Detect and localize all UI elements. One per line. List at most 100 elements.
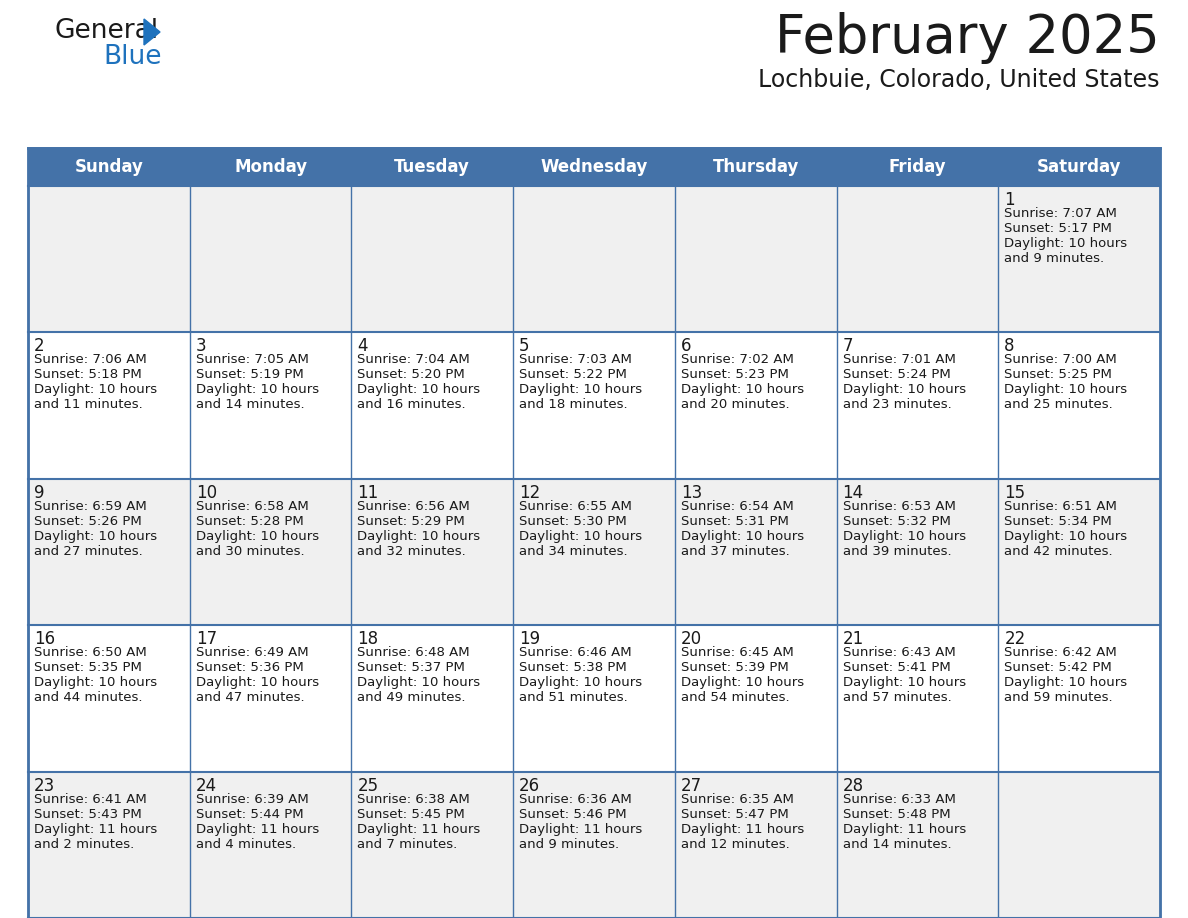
Text: and 37 minutes.: and 37 minutes.: [681, 544, 790, 558]
Text: Sunset: 5:46 PM: Sunset: 5:46 PM: [519, 808, 627, 821]
Bar: [29, 332, 1159, 479]
Text: 7: 7: [842, 338, 853, 355]
Text: Daylight: 10 hours: Daylight: 10 hours: [681, 384, 804, 397]
Text: Daylight: 10 hours: Daylight: 10 hours: [519, 384, 643, 397]
Text: Daylight: 10 hours: Daylight: 10 hours: [681, 677, 804, 689]
Text: 11: 11: [358, 484, 379, 502]
Text: Thursday: Thursday: [713, 158, 798, 176]
Text: Sunset: 5:17 PM: Sunset: 5:17 PM: [1004, 222, 1112, 235]
Text: Sunset: 5:20 PM: Sunset: 5:20 PM: [358, 368, 466, 381]
Text: Blue: Blue: [103, 44, 162, 70]
Text: and 7 minutes.: and 7 minutes.: [358, 837, 457, 851]
Text: and 32 minutes.: and 32 minutes.: [358, 544, 466, 558]
Text: Daylight: 11 hours: Daylight: 11 hours: [681, 823, 804, 835]
Text: Daylight: 10 hours: Daylight: 10 hours: [842, 677, 966, 689]
Bar: [29, 148, 1159, 186]
Text: and 51 minutes.: and 51 minutes.: [519, 691, 628, 704]
Text: Sunset: 5:39 PM: Sunset: 5:39 PM: [681, 661, 789, 674]
Text: and 54 minutes.: and 54 minutes.: [681, 691, 790, 704]
Text: Wednesday: Wednesday: [541, 158, 647, 176]
Text: Sunset: 5:19 PM: Sunset: 5:19 PM: [196, 368, 303, 381]
Text: Saturday: Saturday: [1037, 158, 1121, 176]
Text: Sunrise: 7:03 AM: Sunrise: 7:03 AM: [519, 353, 632, 366]
Bar: [29, 772, 1159, 918]
Text: and 2 minutes.: and 2 minutes.: [34, 837, 134, 851]
Bar: [29, 186, 1159, 332]
Text: Sunrise: 6:51 AM: Sunrise: 6:51 AM: [1004, 499, 1117, 513]
Text: Sunset: 5:32 PM: Sunset: 5:32 PM: [842, 515, 950, 528]
Text: 4: 4: [358, 338, 368, 355]
Text: Sunrise: 6:53 AM: Sunrise: 6:53 AM: [842, 499, 955, 513]
Text: Daylight: 10 hours: Daylight: 10 hours: [1004, 237, 1127, 250]
Text: Daylight: 10 hours: Daylight: 10 hours: [34, 384, 157, 397]
Text: and 30 minutes.: and 30 minutes.: [196, 544, 304, 558]
Text: 28: 28: [842, 777, 864, 795]
Text: Daylight: 10 hours: Daylight: 10 hours: [681, 530, 804, 543]
Text: Sunset: 5:44 PM: Sunset: 5:44 PM: [196, 808, 303, 821]
Text: Daylight: 10 hours: Daylight: 10 hours: [34, 677, 157, 689]
Text: Sunset: 5:25 PM: Sunset: 5:25 PM: [1004, 368, 1112, 381]
Text: Sunset: 5:47 PM: Sunset: 5:47 PM: [681, 808, 789, 821]
Text: and 16 minutes.: and 16 minutes.: [358, 398, 466, 411]
Text: 10: 10: [196, 484, 217, 502]
Text: Sunset: 5:48 PM: Sunset: 5:48 PM: [842, 808, 950, 821]
Text: 13: 13: [681, 484, 702, 502]
Text: Sunset: 5:31 PM: Sunset: 5:31 PM: [681, 515, 789, 528]
Text: Daylight: 11 hours: Daylight: 11 hours: [842, 823, 966, 835]
Text: and 25 minutes.: and 25 minutes.: [1004, 398, 1113, 411]
Text: Sunrise: 6:59 AM: Sunrise: 6:59 AM: [34, 499, 147, 513]
Text: Sunrise: 6:36 AM: Sunrise: 6:36 AM: [519, 792, 632, 806]
Text: 23: 23: [34, 777, 56, 795]
Text: Sunrise: 7:05 AM: Sunrise: 7:05 AM: [196, 353, 309, 366]
Text: General: General: [55, 18, 159, 44]
Text: Sunday: Sunday: [75, 158, 144, 176]
Text: and 44 minutes.: and 44 minutes.: [34, 691, 143, 704]
Text: Sunrise: 7:00 AM: Sunrise: 7:00 AM: [1004, 353, 1117, 366]
Text: Sunset: 5:41 PM: Sunset: 5:41 PM: [842, 661, 950, 674]
Text: and 14 minutes.: and 14 minutes.: [842, 837, 952, 851]
Text: Sunset: 5:38 PM: Sunset: 5:38 PM: [519, 661, 627, 674]
Text: 19: 19: [519, 630, 541, 648]
Text: Daylight: 10 hours: Daylight: 10 hours: [1004, 384, 1127, 397]
Bar: [29, 148, 1159, 918]
Text: and 49 minutes.: and 49 minutes.: [358, 691, 466, 704]
Text: Sunrise: 7:04 AM: Sunrise: 7:04 AM: [358, 353, 470, 366]
Text: Sunset: 5:26 PM: Sunset: 5:26 PM: [34, 515, 141, 528]
Text: 16: 16: [34, 630, 55, 648]
Text: Daylight: 11 hours: Daylight: 11 hours: [196, 823, 318, 835]
Text: Daylight: 10 hours: Daylight: 10 hours: [196, 384, 318, 397]
Text: Sunrise: 7:06 AM: Sunrise: 7:06 AM: [34, 353, 147, 366]
Text: and 39 minutes.: and 39 minutes.: [842, 544, 952, 558]
Text: Sunset: 5:29 PM: Sunset: 5:29 PM: [358, 515, 466, 528]
Text: 20: 20: [681, 630, 702, 648]
Text: Monday: Monday: [234, 158, 308, 176]
Text: 15: 15: [1004, 484, 1025, 502]
Text: February 2025: February 2025: [776, 12, 1159, 64]
Text: 25: 25: [358, 777, 379, 795]
Text: Sunset: 5:23 PM: Sunset: 5:23 PM: [681, 368, 789, 381]
Text: 21: 21: [842, 630, 864, 648]
Text: Daylight: 10 hours: Daylight: 10 hours: [842, 384, 966, 397]
Text: Sunset: 5:37 PM: Sunset: 5:37 PM: [358, 661, 466, 674]
Text: 27: 27: [681, 777, 702, 795]
Polygon shape: [144, 19, 160, 45]
Text: Daylight: 11 hours: Daylight: 11 hours: [34, 823, 157, 835]
Text: 1: 1: [1004, 191, 1015, 209]
Text: and 11 minutes.: and 11 minutes.: [34, 398, 143, 411]
Text: 26: 26: [519, 777, 541, 795]
Text: and 4 minutes.: and 4 minutes.: [196, 837, 296, 851]
Text: Sunset: 5:22 PM: Sunset: 5:22 PM: [519, 368, 627, 381]
Bar: [29, 479, 1159, 625]
Text: Sunrise: 6:56 AM: Sunrise: 6:56 AM: [358, 499, 470, 513]
Text: and 18 minutes.: and 18 minutes.: [519, 398, 627, 411]
Text: 5: 5: [519, 338, 530, 355]
Text: Daylight: 11 hours: Daylight: 11 hours: [358, 823, 481, 835]
Text: Sunrise: 6:48 AM: Sunrise: 6:48 AM: [358, 646, 470, 659]
Text: Daylight: 10 hours: Daylight: 10 hours: [196, 530, 318, 543]
Text: Sunset: 5:35 PM: Sunset: 5:35 PM: [34, 661, 141, 674]
Text: and 20 minutes.: and 20 minutes.: [681, 398, 790, 411]
Text: Sunset: 5:43 PM: Sunset: 5:43 PM: [34, 808, 141, 821]
Text: Friday: Friday: [889, 158, 946, 176]
Text: Daylight: 10 hours: Daylight: 10 hours: [34, 530, 157, 543]
Text: Sunrise: 6:35 AM: Sunrise: 6:35 AM: [681, 792, 794, 806]
